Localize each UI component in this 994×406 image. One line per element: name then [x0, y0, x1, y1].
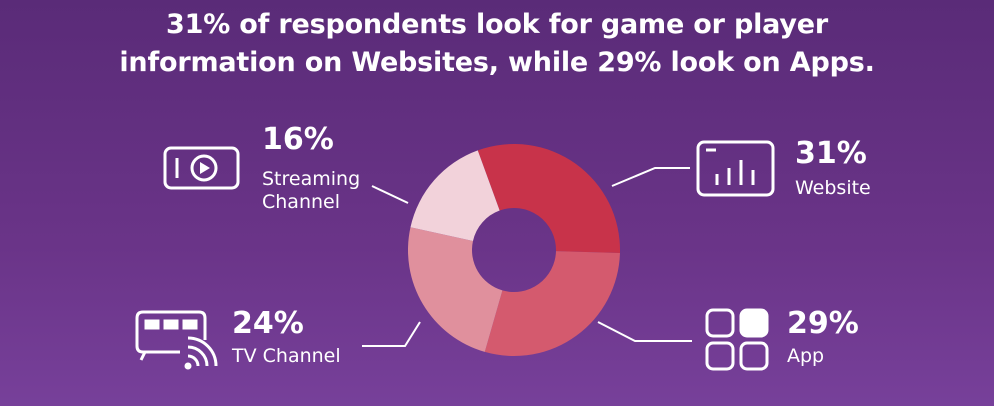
category-label: Website [795, 177, 871, 199]
leader-line [597, 321, 692, 342]
donut-slice [484, 251, 620, 356]
value-label: 31% [795, 136, 867, 171]
value-label: 16% [262, 122, 334, 157]
donut-slice [477, 143, 620, 253]
category-label: App [787, 345, 825, 367]
tv-icon [135, 310, 218, 370]
leader-line [371, 185, 409, 204]
category-label: TV Channel [232, 345, 341, 367]
donut-slice [408, 227, 503, 352]
chart-title: 31% of respondents look for game or play… [119, 9, 875, 78]
donut-slice [410, 150, 500, 241]
donut [408, 143, 620, 356]
leader-lines [362, 167, 692, 347]
value-label: 24% [232, 306, 304, 341]
category-label: Streaming Channel [262, 168, 361, 213]
value-label: 29% [787, 306, 859, 341]
app-icon [705, 308, 769, 371]
streaming-icon [163, 146, 240, 190]
leader-line [611, 167, 690, 187]
leader-line [362, 321, 421, 347]
website-icon [696, 140, 775, 197]
title-wrap: 31% of respondents look for game or play… [0, 6, 994, 82]
